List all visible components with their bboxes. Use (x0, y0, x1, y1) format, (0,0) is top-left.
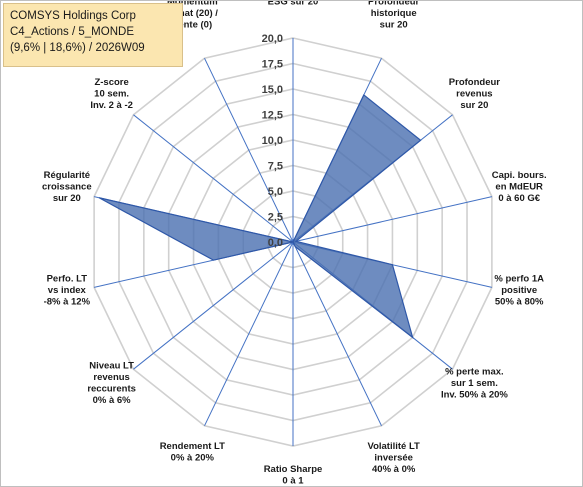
tick-label: 5,0 (268, 186, 283, 198)
axis-spoke (292, 241, 382, 427)
tick-label: 15,0 (262, 84, 283, 96)
performance-period: (9,6% | 18,6%) / 2026W09 (10, 42, 145, 54)
tick-label: 12,5 (262, 110, 283, 122)
tick-label: 10,0 (262, 135, 283, 147)
axis-label: Profondeur historique sur 20 (368, 1, 419, 30)
axis-label: Ratio Sharpe 0 à 1 (264, 464, 323, 486)
axis-spoke (204, 241, 294, 427)
axis-label: NoteESG sur 20 (268, 1, 319, 8)
radial-tick-labels: 0,0 2,5 5,0 7,5 10,0 12,5 15,0 17,5 20,0 (262, 33, 283, 249)
tick-label: 20,0 (262, 33, 283, 45)
axis-label: % perfo 1A positive 50% à 80% (494, 273, 544, 307)
axis-label: Perfo. LT vs index -8% à 12% (44, 273, 91, 307)
series-area (98, 94, 422, 339)
axis-label: Volatilité LT inversée 40% à 0% (367, 441, 420, 475)
axis-label: Momentum Achat (20) / Vente (0) (167, 1, 219, 30)
radar-series (98, 94, 422, 339)
tick-label: 2,5 (268, 212, 283, 224)
axis-label: Niveau LT revenus reccurents 0% à 6% (87, 361, 136, 407)
tick-label: 7,5 (268, 161, 283, 173)
tick-label: 17,5 (262, 59, 283, 71)
axis-spoke (133, 114, 294, 243)
company-name: COMSYS Holdings Corp (10, 10, 136, 22)
axis-label: Régularité croissance sur 20 (42, 170, 92, 204)
axis-label: Profondeur revenus sur 20 (449, 77, 500, 111)
axis-spoke (204, 57, 294, 243)
axis-label: Capi. bours. en MdEUR 0 à 60 G€ (492, 170, 547, 204)
tick-label: 0,0 (268, 237, 283, 249)
axis-spoke (133, 241, 294, 370)
axis-label: Rendement LT 0% à 20% (160, 441, 225, 464)
chart-header: COMSYS Holdings Corp C4_Actions / 5_MOND… (3, 3, 183, 67)
axis-spoke (292, 196, 492, 243)
axis-label: % perte max. sur 1 sem. Inv. 50% à 20% (441, 366, 508, 400)
portfolio-category: C4_Actions / 5_MONDE (10, 26, 134, 38)
axis-label: Z-score 10 sem. Inv. 2 à -2 (90, 77, 133, 111)
